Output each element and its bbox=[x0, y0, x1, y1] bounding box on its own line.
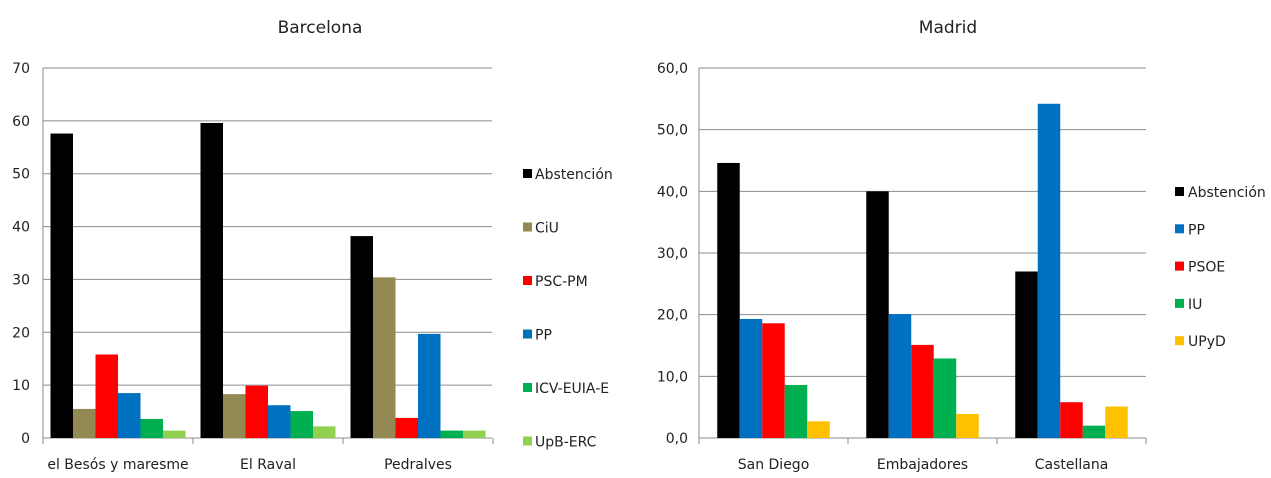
legend-swatch bbox=[523, 383, 532, 392]
bar bbox=[762, 323, 785, 438]
legend-label: Abstención bbox=[535, 167, 613, 183]
y-tick-label: 60 bbox=[12, 114, 30, 130]
x-category-label: Pedralves bbox=[384, 457, 452, 473]
bar bbox=[95, 354, 118, 438]
y-tick-label: 30 bbox=[12, 272, 30, 288]
bar bbox=[200, 122, 223, 438]
bar bbox=[807, 421, 830, 438]
y-tick-label: 20 bbox=[12, 325, 30, 341]
bar bbox=[140, 418, 163, 438]
bar bbox=[290, 411, 313, 438]
legend-swatch bbox=[523, 276, 532, 285]
bar bbox=[784, 384, 808, 438]
bar bbox=[956, 413, 979, 438]
bar bbox=[118, 393, 141, 438]
legend-swatch bbox=[523, 436, 532, 446]
legend-swatch bbox=[523, 222, 532, 232]
bar bbox=[440, 430, 463, 438]
legend-label: CiU bbox=[535, 221, 559, 237]
y-tick-label: 60,0 bbox=[657, 61, 688, 77]
legend-swatch bbox=[1175, 224, 1184, 234]
y-tick-label: 50,0 bbox=[657, 123, 688, 139]
bar bbox=[1082, 425, 1106, 438]
legend-label: UpB-ERC bbox=[535, 435, 597, 451]
y-tick-label: 70 bbox=[12, 61, 30, 77]
x-category-label: Castellana bbox=[1035, 457, 1109, 473]
bar bbox=[268, 405, 291, 438]
chart-title: Madrid bbox=[919, 18, 977, 38]
chart-panel-0: Barcelona 0 10 20 30 40 50 60 70 el Besós y mares… bbox=[12, 18, 613, 473]
x-category-label: el Besós y maresme bbox=[47, 457, 188, 473]
bar bbox=[418, 333, 441, 438]
bar bbox=[866, 191, 889, 438]
chart-panel-1: Madrid 0,0 10,0 20,0 30,0 40,0 50,0 60,0 San Die… bbox=[657, 18, 1266, 473]
bar bbox=[50, 133, 73, 439]
legend-label: IU bbox=[1188, 297, 1202, 313]
legend-swatch bbox=[1175, 187, 1184, 196]
chart-title: Barcelona bbox=[278, 18, 363, 38]
x-category-label: El Raval bbox=[240, 457, 296, 473]
y-tick-label: 30,0 bbox=[657, 246, 688, 262]
legend: Abstención PP PSOE IU UPyD bbox=[1175, 185, 1266, 350]
bar bbox=[1037, 103, 1061, 439]
y-tick-label: 0,0 bbox=[666, 431, 688, 447]
legend-label: ICV-EUIA-E bbox=[535, 381, 609, 397]
bar bbox=[1015, 271, 1038, 438]
legend-label: Abstención bbox=[1188, 185, 1266, 201]
bar bbox=[395, 417, 418, 438]
legend-label: UPyD bbox=[1188, 334, 1226, 350]
bar bbox=[373, 277, 396, 438]
legend-swatch bbox=[1175, 298, 1184, 308]
bar bbox=[73, 408, 96, 438]
legend: Abstención CiU PSC-PM PP ICV-EUIA-E UpB-ERC bbox=[523, 167, 613, 451]
legend-swatch bbox=[523, 169, 532, 178]
x-category-label: Embajadores bbox=[877, 457, 968, 473]
y-tick-label: 0 bbox=[21, 431, 30, 447]
bar bbox=[245, 385, 268, 438]
bar bbox=[163, 430, 186, 438]
legend-label: PSOE bbox=[1188, 260, 1225, 276]
bar bbox=[888, 314, 912, 438]
legend-label: PP bbox=[535, 328, 552, 344]
bar bbox=[739, 318, 763, 438]
bar bbox=[933, 358, 957, 438]
legend-label: PSC-PM bbox=[535, 274, 588, 290]
legend-swatch bbox=[1175, 261, 1184, 271]
bar bbox=[1060, 402, 1083, 438]
legend-label: PP bbox=[1188, 222, 1205, 238]
bar bbox=[223, 394, 246, 438]
bar bbox=[1105, 406, 1128, 438]
bar bbox=[911, 344, 934, 438]
x-category-label: San Diego bbox=[738, 457, 810, 473]
bar bbox=[313, 426, 336, 438]
bar bbox=[463, 430, 486, 438]
y-tick-label: 40,0 bbox=[657, 184, 688, 200]
legend-swatch bbox=[1175, 336, 1184, 346]
legend-swatch bbox=[523, 329, 532, 339]
y-tick-label: 10,0 bbox=[657, 369, 688, 385]
y-tick-label: 10 bbox=[12, 378, 30, 394]
y-tick-label: 40 bbox=[12, 220, 30, 236]
bar bbox=[350, 236, 373, 438]
y-tick-label: 20,0 bbox=[657, 308, 688, 324]
bar bbox=[717, 162, 740, 438]
y-tick-label: 50 bbox=[12, 167, 30, 183]
